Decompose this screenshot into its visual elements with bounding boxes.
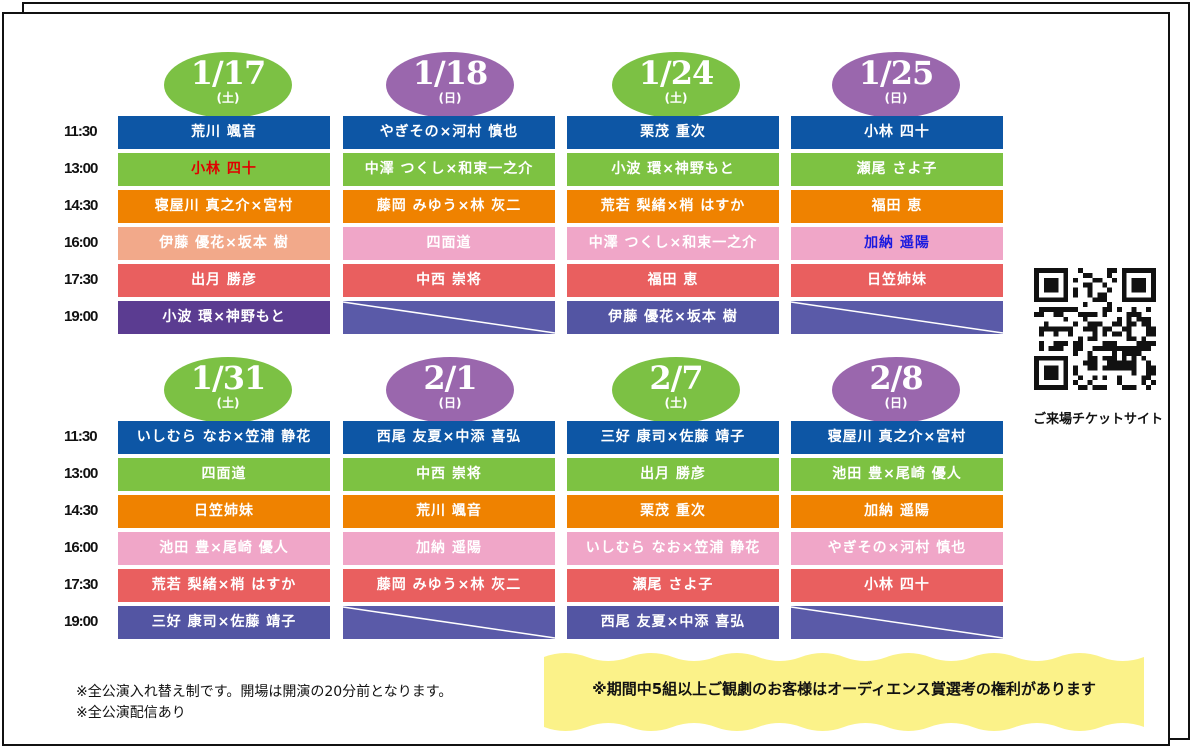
performance-slot: 西尾 友夏×中添 喜弘	[343, 421, 555, 454]
date-badge: 1/31 (土)	[164, 357, 292, 423]
weekday-label: (日)	[438, 396, 462, 410]
qr-code-icon[interactable]	[1034, 268, 1156, 390]
time-label: 17:30	[64, 576, 98, 593]
empty-slot	[791, 301, 1003, 334]
date-badge: 2/7 (土)	[612, 357, 740, 423]
notes: ※全公演入れ替え制です。開場は開演の20分前となります。 ※全公演配信あり	[76, 682, 452, 724]
performance-slot: 中澤 つくし×和束一之介	[567, 227, 779, 260]
date-label: 1/17	[190, 54, 266, 92]
performance-slot: 出月 勝彦	[118, 264, 330, 297]
empty-slot	[791, 606, 1003, 639]
performance-slot: 四面道	[343, 227, 555, 260]
performance-slot: 栗茂 重次	[567, 116, 779, 149]
time-label: 16:00	[64, 234, 98, 251]
date-label: 2/1	[423, 359, 477, 397]
performance-slot: 小波 環×神野もと	[567, 153, 779, 186]
empty-slot	[343, 301, 555, 334]
date-label: 2/7	[649, 359, 703, 397]
date-badge: 1/17 (土)	[164, 52, 292, 118]
performance-slot: 日笠姉妹	[118, 495, 330, 528]
performance-slot: 伊藤 優花×坂本 樹	[118, 227, 330, 260]
time-label: 13:00	[64, 465, 98, 482]
date-label: 1/31	[190, 359, 266, 397]
performance-slot: 伊藤 優花×坂本 樹	[567, 301, 779, 334]
performance-slot: いしむら なお×笠浦 静花	[118, 421, 330, 454]
performance-slot: いしむら なお×笠浦 静花	[567, 532, 779, 565]
time-label: 19:00	[64, 613, 98, 630]
performance-slot: 小林 四十	[791, 116, 1003, 149]
performance-slot: 中西 崇将	[343, 458, 555, 491]
weekday-label: (土)	[664, 91, 688, 105]
performance-slot: 小波 環×神野もと	[118, 301, 330, 334]
performance-slot: 栗茂 重次	[567, 495, 779, 528]
time-label: 11:30	[64, 428, 98, 445]
performance-slot: 日笠姉妹	[791, 264, 1003, 297]
performance-slot: 池田 豊×尾崎 優人	[118, 532, 330, 565]
weekday-label: (土)	[664, 396, 688, 410]
performance-slot: 瀬尾 さよ子	[567, 569, 779, 602]
date-label: 1/25	[858, 54, 934, 92]
performance-slot: 三好 康司×佐藤 靖子	[567, 421, 779, 454]
date-label: 1/18	[412, 54, 488, 92]
performance-slot: 荒若 梨緒×梢 はすか	[118, 569, 330, 602]
time-label: 19:00	[64, 308, 98, 325]
qr-caption: ご来場チケットサイト	[1032, 412, 1163, 427]
performance-slot: 中澤 つくし×和束一之介	[343, 153, 555, 186]
performance-slot: 小林 四十	[791, 569, 1003, 602]
date-badge: 2/1 (日)	[386, 357, 514, 423]
weekday-label: (日)	[438, 91, 462, 105]
performance-slot: 四面道	[118, 458, 330, 491]
note-line: ※全公演入れ替え制です。開場は開演の20分前となります。	[76, 684, 453, 700]
performance-slot: 加納 遥陽	[791, 227, 1003, 260]
weekday-label: (土)	[216, 91, 240, 105]
performance-slot: 加納 遥陽	[791, 495, 1003, 528]
banner-text: ※期間中5組以上ご観劇のお客様はオーディエンス賞選考の権利があります	[592, 680, 1096, 698]
time-label: 14:30	[64, 197, 98, 214]
time-label: 11:30	[64, 123, 98, 140]
performance-slot: やぎその×河村 慎也	[791, 532, 1003, 565]
performance-slot: 福田 恵	[791, 190, 1003, 223]
performance-slot: 藤岡 みゆう×林 灰二	[343, 569, 555, 602]
date-badge: 1/24 (土)	[612, 52, 740, 118]
empty-slot	[343, 606, 555, 639]
time-label: 16:00	[64, 539, 98, 556]
performance-slot: 西尾 友夏×中添 喜弘	[567, 606, 779, 639]
performance-slot: 荒川 颯音	[343, 495, 555, 528]
performance-slot: 三好 康司×佐藤 靖子	[118, 606, 330, 639]
date-label: 1/24	[638, 54, 714, 92]
performance-slot: 出月 勝彦	[567, 458, 779, 491]
performance-slot: 加納 遥陽	[343, 532, 555, 565]
date-badge: 1/25 (日)	[832, 52, 960, 118]
performance-slot: 寝屋川 真之介×宮村	[118, 190, 330, 223]
performance-slot: 小林 四十	[118, 153, 330, 186]
time-label: 13:00	[64, 160, 98, 177]
time-label: 14:30	[64, 502, 98, 519]
performance-slot: 荒若 梨緒×梢 はすか	[567, 190, 779, 223]
weekday-label: (日)	[884, 91, 908, 105]
performance-slot: 中西 崇将	[343, 264, 555, 297]
note-line: ※全公演配信あり	[76, 705, 186, 721]
time-label: 17:30	[64, 271, 98, 288]
performance-slot: 池田 豊×尾崎 優人	[791, 458, 1003, 491]
performance-slot: 瀬尾 さよ子	[791, 153, 1003, 186]
performance-slot: やぎその×河村 慎也	[343, 116, 555, 149]
weekday-label: (日)	[884, 396, 908, 410]
performance-slot: 藤岡 みゆう×林 灰二	[343, 190, 555, 223]
date-badge: 1/18 (日)	[386, 52, 514, 118]
date-badge: 2/8 (日)	[832, 357, 960, 423]
performance-slot: 寝屋川 真之介×宮村	[791, 421, 1003, 454]
performance-slot: 福田 恵	[567, 264, 779, 297]
weekday-label: (土)	[216, 396, 240, 410]
performance-slot: 荒川 颯音	[118, 116, 330, 149]
wavy-banner	[544, 653, 1144, 731]
date-label: 2/8	[869, 359, 923, 397]
